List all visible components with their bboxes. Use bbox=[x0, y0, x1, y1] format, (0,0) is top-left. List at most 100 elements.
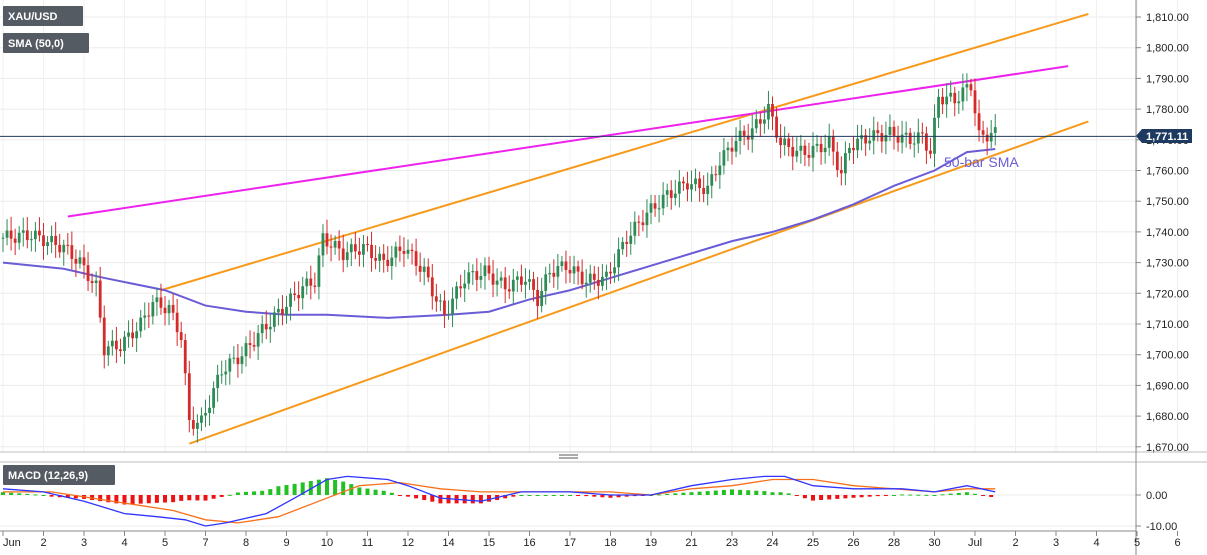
candle-body bbox=[309, 278, 313, 286]
candle-body bbox=[981, 130, 985, 135]
macd-histogram-bar bbox=[284, 485, 289, 495]
macd-histogram-bar bbox=[308, 481, 313, 495]
x-tick-label: 8 bbox=[243, 537, 249, 549]
macd-histogram-bar bbox=[292, 483, 297, 495]
candle-body bbox=[58, 244, 62, 253]
candle-body bbox=[151, 302, 155, 317]
candle-body bbox=[42, 235, 45, 247]
candle-body bbox=[90, 281, 94, 284]
macd-histogram-bar bbox=[794, 495, 799, 496]
candle-body bbox=[131, 332, 134, 339]
macd-histogram-bar bbox=[171, 495, 176, 503]
sma-annotation: 50-bar SMA bbox=[944, 154, 1019, 170]
candle-body bbox=[860, 135, 863, 139]
legend-sma[interactable]: SMA (50,0) bbox=[3, 33, 89, 53]
candle-body bbox=[98, 280, 102, 318]
candle-body bbox=[21, 230, 25, 233]
macd-histogram-bar bbox=[397, 495, 402, 496]
candle-body bbox=[872, 130, 876, 141]
candle-body bbox=[787, 138, 791, 148]
candle-body bbox=[848, 147, 851, 154]
macd-histogram-bar bbox=[584, 495, 589, 497]
candle-body bbox=[240, 356, 244, 365]
x-tick-label: 3 bbox=[81, 537, 87, 549]
candle-body bbox=[649, 203, 653, 213]
candle-body bbox=[815, 143, 819, 146]
candle-body bbox=[617, 249, 620, 268]
candle-body bbox=[528, 279, 531, 282]
candle-body bbox=[621, 241, 625, 250]
candle-body bbox=[726, 147, 730, 151]
macd-histogram-bar bbox=[964, 492, 969, 495]
candle-body bbox=[382, 253, 386, 260]
x-tick-label: 17 bbox=[564, 537, 576, 549]
candle-body bbox=[463, 283, 467, 289]
candle-body bbox=[754, 119, 758, 129]
macd-histogram-bar bbox=[333, 479, 338, 495]
sma-layer bbox=[2, 148, 996, 319]
candle-body bbox=[742, 130, 746, 136]
candle-body bbox=[673, 193, 677, 198]
candle-body bbox=[123, 336, 126, 352]
candle-body bbox=[127, 332, 130, 337]
candle-body bbox=[758, 119, 762, 124]
legend-xauusd[interactable]: XAU/USD bbox=[3, 6, 83, 26]
candle-body bbox=[159, 297, 163, 308]
candle-body bbox=[710, 174, 714, 186]
candle-body bbox=[900, 134, 904, 143]
candle-body bbox=[439, 300, 442, 302]
candle-body bbox=[402, 250, 406, 254]
candle-body bbox=[920, 132, 924, 134]
macd-histogram-bar bbox=[211, 495, 216, 499]
macd-histogram-bar bbox=[835, 495, 840, 499]
candle-body bbox=[864, 135, 868, 144]
candle-body bbox=[422, 266, 426, 272]
candle-body bbox=[163, 307, 167, 314]
candle-body bbox=[929, 150, 932, 154]
macd-histogram-bar bbox=[316, 479, 321, 495]
macd-histogram-bar bbox=[478, 495, 483, 504]
macd-histogram-bar bbox=[900, 494, 905, 496]
candle-body bbox=[949, 92, 953, 97]
candle-body bbox=[167, 304, 171, 314]
legend-macd[interactable]: MACD (12,26,9) bbox=[3, 465, 115, 485]
candle-body bbox=[86, 265, 90, 282]
macd-histogram-bar bbox=[357, 487, 362, 495]
x-tick-label: 2 bbox=[1012, 537, 1018, 549]
x-tick-label: 5 bbox=[162, 537, 168, 549]
candle-body bbox=[791, 147, 795, 157]
x-tick-label: 10 bbox=[321, 537, 333, 549]
macd-histogram-bar bbox=[219, 495, 224, 497]
macd-histogram-bar bbox=[268, 489, 273, 495]
candle-body bbox=[734, 140, 738, 152]
macd-histogram-bar bbox=[543, 495, 548, 496]
candle-body bbox=[305, 278, 309, 287]
candle-body bbox=[576, 266, 580, 272]
candle-body bbox=[325, 233, 329, 247]
pane-resize-handle[interactable] bbox=[559, 454, 578, 459]
x-tick-label: Jun bbox=[3, 537, 21, 549]
candle-body bbox=[989, 132, 993, 142]
y-tick-label: 1,730.00 bbox=[1146, 258, 1189, 270]
candle-body bbox=[236, 357, 240, 365]
candle-body bbox=[272, 312, 276, 327]
candle-body bbox=[799, 145, 803, 151]
macd-histogram-bar bbox=[17, 493, 22, 495]
candle-body bbox=[884, 135, 888, 142]
candle-body bbox=[232, 357, 236, 359]
x-tick-label: 30 bbox=[928, 537, 940, 549]
macd-histogram-bar bbox=[300, 482, 305, 495]
candle-body bbox=[394, 246, 398, 258]
candle-body bbox=[349, 244, 353, 253]
macd-histogram-bar bbox=[252, 491, 257, 495]
x-tick-label: 2 bbox=[40, 537, 46, 549]
macd-histogram-bar bbox=[114, 495, 119, 504]
candle-body bbox=[390, 257, 394, 266]
x-tick-label: 4 bbox=[121, 537, 127, 549]
candle-body bbox=[540, 290, 544, 307]
candle-body bbox=[268, 326, 272, 330]
candle-body bbox=[953, 92, 957, 104]
macd-histogram-bar bbox=[786, 493, 791, 495]
macd-histogram-bar bbox=[98, 495, 103, 502]
macd-histogram-bar bbox=[503, 495, 508, 499]
